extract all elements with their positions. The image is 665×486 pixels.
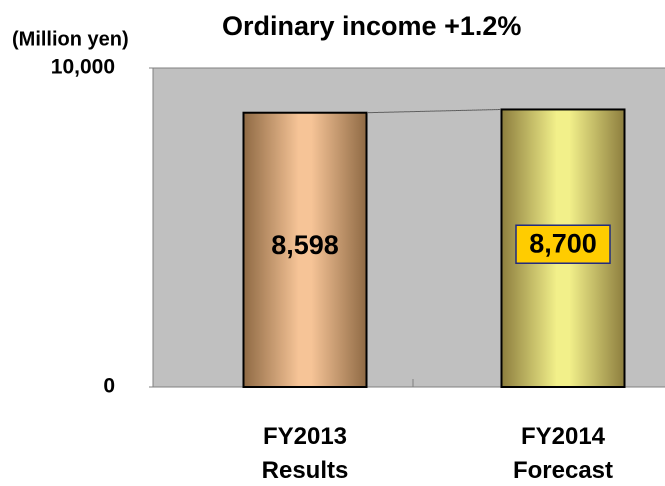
x-tick-label: FY2014 Forecast <box>512 423 614 484</box>
value-label: 8,700 <box>529 228 597 258</box>
bar-shade <box>242 111 368 389</box>
y-tick-label: 10,000 <box>51 56 115 79</box>
x-tick-label: FY2013 Results <box>261 423 349 484</box>
y-tick-label: 0 <box>103 375 115 398</box>
chart-title: Ordinary income +1.2% <box>222 11 521 41</box>
value-label-box <box>515 224 611 264</box>
y-axis-label: (Million yen) <box>12 28 129 50</box>
connector-line <box>366 108 502 114</box>
value-label: 8,598 <box>271 230 339 260</box>
